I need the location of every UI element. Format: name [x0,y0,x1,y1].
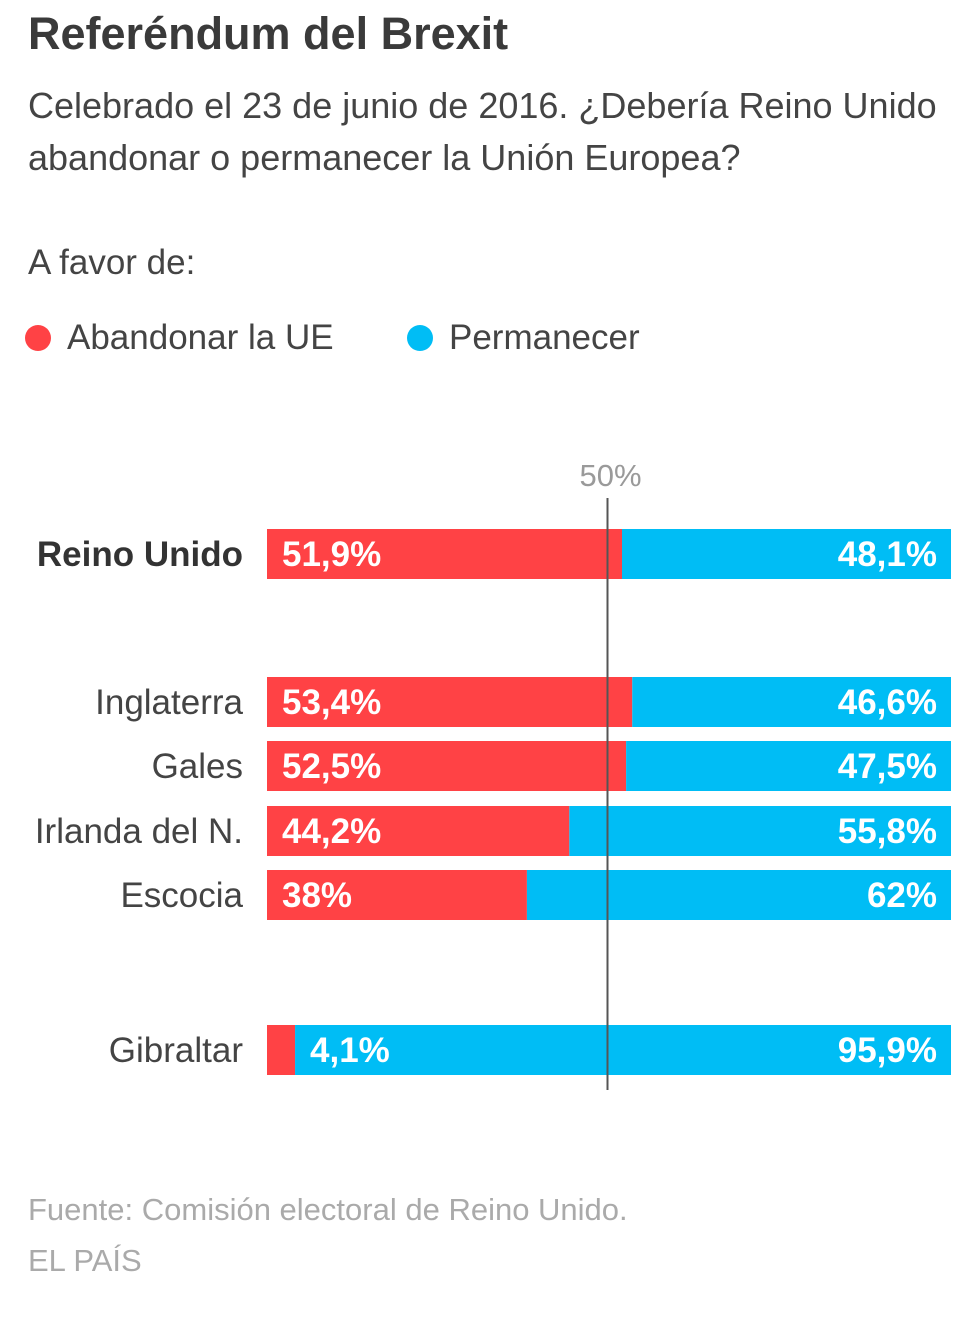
legend-item-remain: Permanecer [407,318,640,358]
data-label-remain-2: 47,5% [838,747,937,786]
bar-leave-1 [267,677,633,727]
legend-heading: A favor de: [28,243,196,282]
source-note: Fuente: Comisión electoral de Reino Unid… [28,1184,628,1286]
legend-label-remain: Permanecer [449,318,640,357]
legend-item-leave: Abandonar la UE [25,318,334,358]
data-label-leave-5: 4,1% [310,1031,390,1070]
category-label-1: Inglaterra [95,683,243,722]
data-label-remain-5: 95,9% [838,1031,937,1070]
bar-remain-2 [626,741,951,791]
bar-remain-1 [632,677,951,727]
bar-remain-4 [526,870,951,920]
category-label-0: Reino Unido [37,535,243,574]
bar-remain-3 [569,806,951,856]
leave-dot-icon [25,325,51,351]
data-label-leave-4: 38% [282,876,352,915]
data-label-leave-2: 52,5% [282,747,381,786]
bar-remain-0 [621,529,951,579]
remain-dot-icon [407,325,433,351]
bar-leave-0 [267,529,622,579]
bar-remain-5 [295,1025,951,1075]
reference-line-label: 50% [579,458,641,493]
category-label-5: Gibraltar [109,1031,244,1070]
category-label-2: Gales [152,747,243,786]
data-label-remain-4: 62% [867,876,937,915]
chart-title: Referéndum del Brexit [28,8,509,59]
category-label-4: Escocia [120,876,243,915]
bar-leave-4 [267,870,527,920]
bar-leave-3 [267,806,570,856]
data-label-remain-1: 46,6% [838,683,937,722]
category-label-3: Irlanda del N. [35,812,243,851]
bar-leave-5 [267,1025,296,1075]
data-label-remain-3: 55,8% [838,812,937,851]
brexit-bar-chart: Reino Unido 51,9% 48,1% Inglaterra 53,4% 46,6… [35,458,951,1090]
publisher-credit: EL PAÍS [28,1243,142,1278]
data-label-leave-1: 53,4% [282,683,381,722]
chart-subtitle: Celebrado el 23 de junio de 2016. ¿Deber… [28,85,937,178]
legend-label-leave: Abandonar la UE [67,318,334,357]
bar-leave-2 [267,741,627,791]
source-text: Fuente: Comisión electoral de Reino Unid… [28,1192,628,1227]
data-label-remain-0: 48,1% [838,535,937,574]
data-label-leave-0: 51,9% [282,535,381,574]
data-label-leave-3: 44,2% [282,812,381,851]
